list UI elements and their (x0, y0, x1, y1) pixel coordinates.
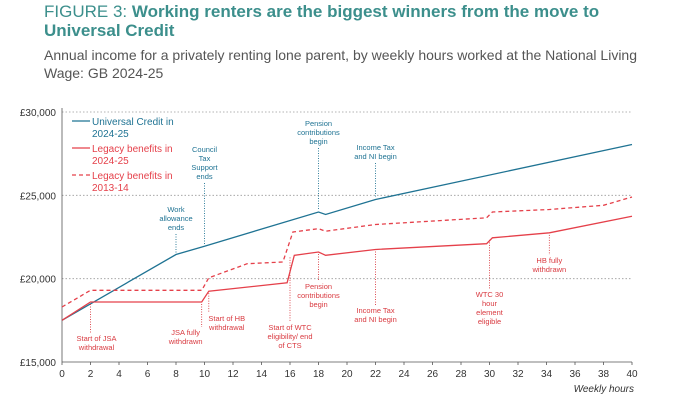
x-tick-label: 34 (541, 369, 553, 380)
x-tick-label: 16 (284, 369, 296, 380)
annotation-label: Tax (199, 154, 211, 163)
annotation-label: withdrawal (208, 323, 245, 332)
x-tick-label: 6 (145, 369, 151, 380)
annotation-label: and NI begin (354, 315, 397, 324)
annotation-label: withdrawn (531, 265, 566, 274)
annotation-label: eligible (478, 317, 501, 326)
annotation-label: Income Tax (356, 306, 394, 315)
annotation-label: Start of HB (208, 314, 245, 323)
annotation-label: begin (309, 300, 327, 309)
legend-label: Legacy benefits in (92, 144, 173, 155)
annotation-label: element (476, 308, 504, 317)
y-tick-label: £30,000 (20, 108, 57, 119)
annotation-label: eligibility/ end (267, 332, 312, 341)
x-tick-label: 8 (173, 369, 179, 380)
x-tick-label: 0 (59, 369, 65, 380)
annotation-label: Support (191, 163, 218, 172)
x-tick-label: 36 (569, 369, 581, 380)
x-tick-label: 14 (256, 369, 268, 380)
x-tick-label: 38 (598, 369, 610, 380)
x-tick-label: 10 (199, 369, 211, 380)
legend-label: 2024-25 (92, 129, 129, 140)
x-tick-label: 18 (313, 369, 325, 380)
annotation-label: contributions (297, 128, 340, 137)
annotation-label: withdrawal (78, 343, 115, 352)
annotation-label: WTC 30 (476, 290, 504, 299)
x-tick-label: 4 (116, 369, 122, 380)
chart-title: FIGURE 3: Working renters are the bigges… (44, 2, 664, 40)
annotation-label: Council (192, 145, 217, 154)
annotation-label: Pension (305, 282, 332, 291)
x-tick-label: 22 (370, 369, 382, 380)
annotation-label: withdrawn (168, 337, 203, 346)
annotation-label: HB fully (536, 256, 562, 265)
x-tick-label: 20 (341, 369, 353, 380)
annotation-label: allowance (159, 214, 192, 223)
annotation-label: Income Tax (356, 143, 394, 152)
y-tick-label: £15,000 (20, 358, 57, 369)
annotation-label: Start of WTC (268, 323, 312, 332)
annotation-label: Work (167, 205, 185, 214)
series-line-uc (61, 143, 633, 321)
x-tick-label: 26 (427, 369, 439, 380)
y-tick-label: £20,000 (20, 275, 57, 286)
legend-label: 2013-14 (92, 183, 129, 194)
title-text: Working renters are the biggest winners … (44, 2, 600, 40)
annotation-label: of CTS (278, 341, 301, 350)
legend-label: Universal Credit in (92, 117, 174, 128)
x-tick-label: 30 (484, 369, 496, 380)
annotation-label: begin (309, 137, 327, 146)
y-tick-label: £25,000 (20, 191, 57, 202)
legend-label: Legacy benefits in (92, 171, 173, 182)
x-tick-label: 40 (626, 369, 638, 380)
annotation-label: ends (196, 172, 213, 181)
annotation-label: JSA fully (171, 328, 200, 337)
series-line-legacy (61, 215, 633, 321)
annotation-label: Start of JSA (76, 334, 116, 343)
figure-label: FIGURE 3: (44, 2, 132, 21)
annotation-label: and NI begin (354, 152, 397, 161)
x-tick-label: 28 (455, 369, 467, 380)
annotation-label: Pension (305, 119, 332, 128)
legend-label: 2024-25 (92, 156, 129, 167)
x-tick-label: 12 (227, 369, 239, 380)
x-axis-label: Weekly hours (574, 384, 634, 395)
series-line-legacy_old (61, 196, 633, 308)
x-tick-label: 2 (88, 369, 94, 380)
chart-subtitle: Annual income for a privately renting lo… (44, 47, 637, 81)
x-tick-label: 24 (398, 369, 410, 380)
x-tick-label: 32 (512, 369, 524, 380)
annotation-label: ends (168, 223, 185, 232)
annotation-label: hour (482, 299, 498, 308)
annotation-label: contributions (297, 291, 340, 300)
